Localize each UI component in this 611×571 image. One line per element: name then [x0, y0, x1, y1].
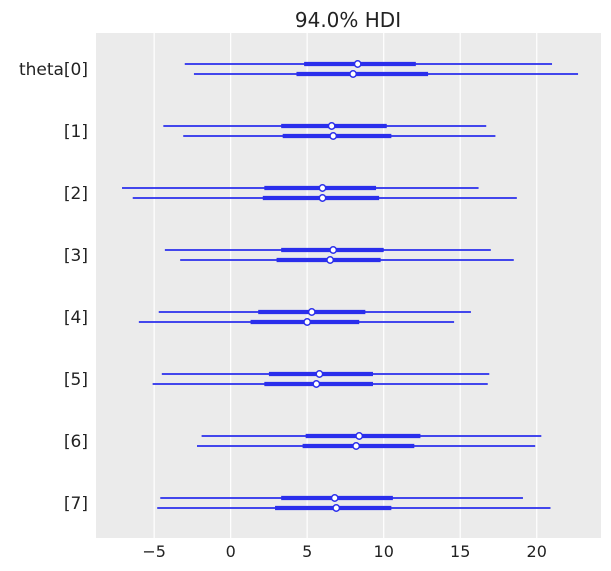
gridlines [153, 33, 538, 538]
y-tick-label: [5] [64, 370, 88, 390]
y-tick-label: [4] [64, 308, 88, 328]
point-estimate [352, 442, 361, 450]
y-tick-label: [1] [64, 122, 88, 142]
point-estimate [307, 308, 316, 316]
x-tick-label: 5 [302, 542, 312, 561]
y-axis-labels: theta[0] [1] [2] [3] [4] [5] [6] [7] [19, 60, 88, 514]
point-estimate [329, 132, 338, 140]
point-estimate [355, 432, 364, 440]
y-tick-label: theta[0] [19, 60, 88, 80]
point-estimate [329, 246, 338, 254]
x-tick-label: 20 [527, 542, 547, 561]
point-estimate [312, 380, 321, 388]
interval-marks [122, 60, 579, 512]
x-tick-label: 0 [226, 542, 236, 561]
chart-title: 94.0% HDI [295, 8, 401, 32]
y-tick-label: [7] [64, 494, 88, 514]
y-tick-label: [3] [64, 246, 88, 266]
point-estimate [318, 194, 327, 202]
plot-area [96, 33, 601, 538]
point-estimate [349, 70, 358, 78]
x-axis-ticks: −5 0 5 10 15 20 [142, 542, 547, 561]
point-estimate [315, 370, 324, 378]
x-tick-label: 10 [374, 542, 394, 561]
point-estimate [332, 504, 341, 512]
point-estimate [353, 60, 362, 68]
x-tick-label: 15 [450, 542, 470, 561]
point-estimate [303, 318, 312, 326]
x-tick-label: −5 [142, 542, 166, 561]
point-estimate [326, 256, 335, 264]
y-tick-label: [2] [64, 184, 88, 204]
point-estimate [318, 184, 327, 192]
point-estimate [330, 494, 339, 502]
point-estimate [327, 122, 336, 130]
y-tick-label: [6] [64, 432, 88, 452]
